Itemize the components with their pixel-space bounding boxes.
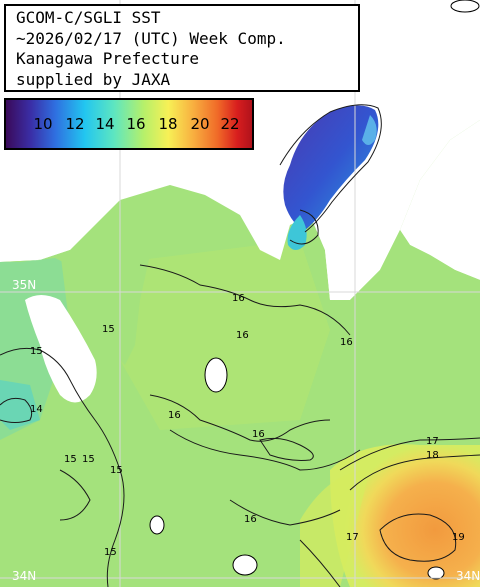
northeast-lake [450, 0, 480, 13]
isotherm-label: 16 [244, 514, 257, 525]
title-line-date: ~2026/02/17 (UTC) Week Comp. [16, 28, 286, 48]
lat-label-34n-east: 34N [456, 569, 480, 583]
uraga-channel [350, 230, 480, 300]
legend-labels: 10 12 14 16 18 20 22 [6, 115, 252, 135]
title-line-region: Kanagawa Prefecture [16, 49, 200, 68]
sagami-west-sea [0, 250, 150, 365]
lat-label-35n: 35N [12, 278, 36, 292]
legend-label: 16 [126, 115, 146, 133]
isotherm-label: 15 [30, 346, 43, 357]
sst-color-legend: 10 12 14 16 18 20 22 [4, 98, 254, 150]
bay-inner-patch [362, 115, 377, 145]
isotherm-label: 14 [30, 404, 43, 415]
lat-label-34n-west: 34N [12, 569, 36, 583]
isotherm-label: 16 [168, 410, 181, 421]
boso-peninsula [400, 120, 480, 280]
isotherm-label: 16 [340, 337, 353, 348]
isotherm-label: 19 [452, 532, 465, 543]
toshima-island [149, 515, 165, 535]
title-line-sensor: GCOM-C/SGLI SST [16, 8, 161, 27]
isotherm-label: 16 [252, 429, 265, 440]
isotherm-label: 16 [232, 293, 245, 304]
legend-label: 14 [95, 115, 115, 133]
isotherm-label: 17 [426, 436, 439, 447]
niijima-island [232, 554, 258, 576]
legend-label: 22 [220, 115, 240, 133]
isotherms [0, 104, 480, 587]
central-sea-patch [120, 240, 330, 430]
izu-peninsula [25, 295, 97, 403]
oshima-island [204, 357, 228, 393]
isotherm-label: 15 [102, 324, 115, 335]
legend-label: 12 [65, 115, 85, 133]
legend-label: 10 [33, 115, 53, 133]
isotherm-label: 15 [104, 547, 117, 558]
isotherm-label: 18 [426, 450, 439, 461]
warm-fringe [300, 470, 370, 587]
title-line-credit: supplied by JAXA [16, 69, 171, 89]
title-box: GCOM-C/SGLI SST ~2026/02/17 (UTC) Week C… [4, 4, 360, 92]
isotherm-label: 15 [64, 454, 77, 465]
isotherm-label: 15 [110, 465, 123, 476]
isotherm-label: 16 [236, 330, 249, 341]
miura-peninsula [310, 215, 352, 300]
isotherm-label: 17 [346, 532, 359, 543]
isotherm-label: 15 [82, 454, 95, 465]
legend-label: 18 [158, 115, 178, 133]
western-cool-patch [0, 380, 40, 430]
isotherm-labels: 15 16 16 15 14 16 16 15 16 17 18 15 17 1… [30, 293, 465, 558]
miyake-island [427, 566, 445, 580]
legend-label: 20 [190, 115, 210, 133]
